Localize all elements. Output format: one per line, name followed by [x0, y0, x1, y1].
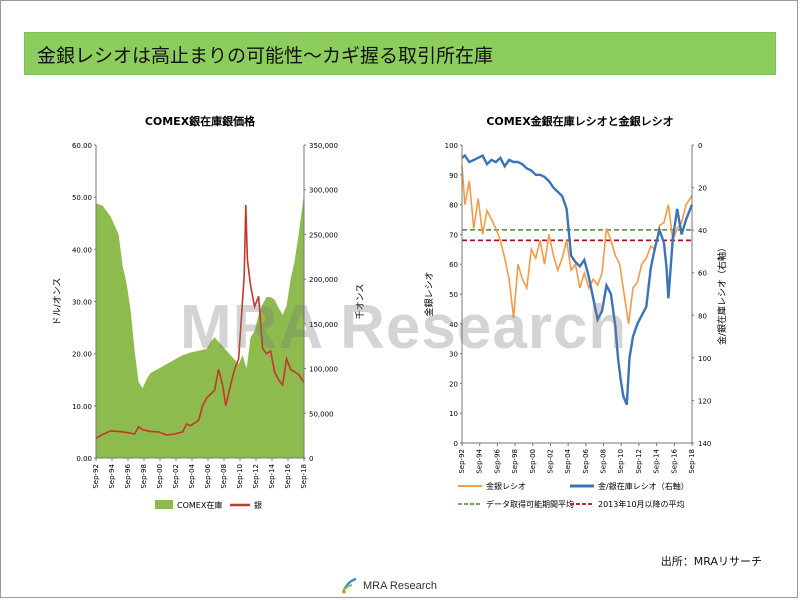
x-tick-label: Sep-98 [511, 449, 519, 474]
x-tick-label: Sep-12 [252, 464, 260, 489]
x-tick-label: Sep-92 [458, 449, 466, 474]
x-tick-label: Sep-92 [92, 464, 100, 489]
y-tick-label: 60 [449, 261, 458, 269]
y-tick-label: 0 [454, 440, 458, 448]
x-tick-label: Sep-00 [529, 449, 537, 474]
y2-tick-label: 20 [698, 185, 707, 193]
chart-gold-silver-ratio: COMEX金銀在庫レシオと金銀レシオ 0 10 20 30 40 50 60 70 80 90 100… [423, 114, 728, 509]
x-tick-label: Sep-16 [670, 448, 678, 473]
chart-title: COMEX金銀在庫レシオと金銀レシオ [486, 114, 673, 128]
x-tick-label: Sep-02 [546, 449, 554, 474]
y-tick-label: 50 [449, 291, 458, 299]
y2-tick-label: 250,000 [309, 231, 338, 239]
y-tick-label: 20 [449, 380, 458, 388]
y2-tick-label: 120 [698, 397, 711, 405]
y-tick-label: 100 [445, 142, 458, 150]
legend-label-avg-2013: 2013年10月以降の平均 [598, 499, 685, 509]
y-axis-label: ドル/オンス [52, 278, 63, 326]
y2-tick-label: 300,000 [309, 187, 338, 195]
legend-label-inventory: COMEX在庫 [177, 500, 222, 510]
legend-label-avg-all: データ取得可能期間平均 [486, 499, 574, 509]
x-tick-label: Sep-94 [108, 463, 116, 488]
x-tick-label: Sep-16 [284, 463, 292, 488]
y2-tick-label: 0 [698, 142, 702, 150]
x-tick-label: Sep-18 [688, 449, 696, 474]
x-tick-label: Sep-12 [635, 449, 643, 474]
y-tick-label: 40.00 [72, 246, 92, 254]
x-tick-label: Sep-08 [220, 464, 228, 489]
x-tick-label: Sep-02 [172, 464, 180, 489]
footer-logo: MRA Research [340, 576, 437, 596]
legend-label-inventory-ratio: 金/銀在庫レシオ（右軸） [598, 481, 689, 491]
mra-logo-icon [341, 577, 357, 594]
x-tick-label: Sep-96 [124, 463, 132, 488]
y2-tick-label: 100,000 [309, 366, 338, 374]
source-note: 出所：MRAリサーチ [660, 555, 762, 568]
footer-brand: MRA Research [363, 580, 437, 592]
y2-tick-label: 150,000 [309, 321, 338, 329]
y2-axis-label: 千オンス [355, 284, 366, 320]
chart-silver-inventory-price: COMEX銀在庫銀価格 0.00 10.00 20.00 30.00 40.00 50.00… [52, 114, 366, 510]
x-tick-label: Sep-14 [268, 463, 276, 488]
y2-tick-label: 60 [698, 270, 707, 278]
x-tick-label: Sep-10 [617, 449, 625, 474]
x-tick-label: Sep-04 [564, 448, 572, 473]
y2-tick-label: 350,000 [309, 142, 338, 150]
y-tick-label: 40 [449, 321, 458, 329]
y-tick-label: 60.00 [72, 142, 92, 150]
series-line-inventory-ratio [461, 153, 694, 406]
series-area-inventory [96, 194, 304, 458]
slide-title: 金銀レシオは高止まりの可能性〜カギ握る取引所在庫 [37, 45, 494, 67]
series-line-gold-silver-ratio [461, 165, 693, 324]
chart-title: COMEX銀在庫銀価格 [145, 114, 256, 128]
x-tick-label: Sep-18 [300, 464, 308, 489]
series-line-silver [95, 204, 305, 439]
y2-tick-label: 50,000 [309, 410, 334, 418]
y-tick-label: 30.00 [72, 299, 92, 307]
y2-tick-label: 140 [698, 440, 711, 448]
x-tick-label: Sep-06 [204, 463, 212, 488]
y2-tick-label: 0 [309, 455, 313, 463]
y-tick-label: 10.00 [72, 403, 92, 411]
y2-tick-label: 80 [698, 312, 707, 320]
y-tick-label: 30 [449, 351, 458, 359]
x-tick-label: Sep-10 [236, 464, 244, 489]
x-tick-label: Sep-00 [156, 464, 164, 489]
y-tick-label: 0.00 [76, 455, 92, 463]
x-tick-label: Sep-14 [653, 448, 661, 473]
x-tick-label: Sep-04 [188, 463, 196, 488]
y-tick-label: 90 [449, 172, 458, 180]
y-tick-label: 20.00 [72, 351, 92, 359]
y-axis-label: 金銀レシオ [423, 271, 435, 316]
x-tick-label: Sep-96 [493, 448, 501, 473]
x-tick-label: Sep-06 [582, 448, 590, 473]
y-tick-label: 50.00 [72, 194, 92, 202]
x-tick-label: Sep-94 [476, 448, 484, 473]
legend-label-ratio: 金銀レシオ [486, 481, 526, 491]
y2-axis-label: 金/銀在庫レシオ（右軸） [716, 243, 728, 345]
legend-swatch-inventory [155, 500, 173, 509]
y-tick-label: 80 [449, 202, 458, 210]
y2-tick-label: 40 [698, 227, 707, 235]
y2-tick-label: 100 [698, 355, 711, 363]
y-tick-label: 70 [449, 231, 458, 239]
title-banner: 金銀レシオは高止まりの可能性〜カギ握る取引所在庫 [24, 32, 776, 75]
y-tick-label: 10 [449, 410, 458, 418]
x-tick-label: Sep-08 [600, 449, 608, 474]
y2-tick-label: 200,000 [309, 276, 338, 284]
legend-label-silver: 銀 [254, 500, 262, 510]
x-tick-label: Sep-98 [140, 464, 148, 489]
watermark: MRA Research [180, 293, 628, 362]
